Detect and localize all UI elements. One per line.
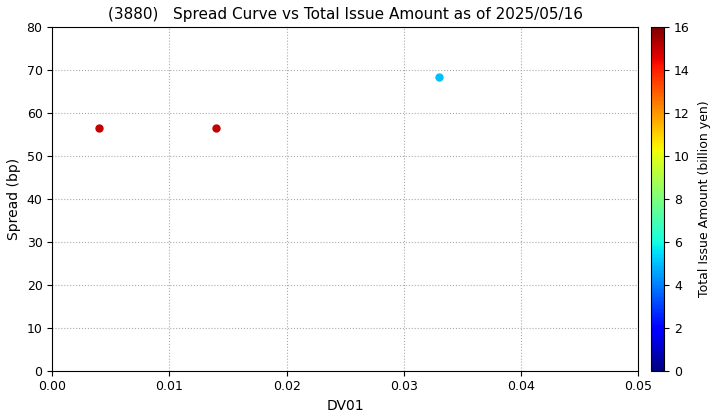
Y-axis label: Total Issue Amount (billion yen): Total Issue Amount (billion yen) <box>698 101 711 297</box>
X-axis label: DV01: DV01 <box>326 399 364 413</box>
Point <box>433 74 445 80</box>
Title: (3880)   Spread Curve vs Total Issue Amount as of 2025/05/16: (3880) Spread Curve vs Total Issue Amoun… <box>108 7 582 22</box>
Y-axis label: Spread (bp): Spread (bp) <box>7 158 21 240</box>
Point <box>94 125 105 131</box>
Point <box>210 125 222 131</box>
